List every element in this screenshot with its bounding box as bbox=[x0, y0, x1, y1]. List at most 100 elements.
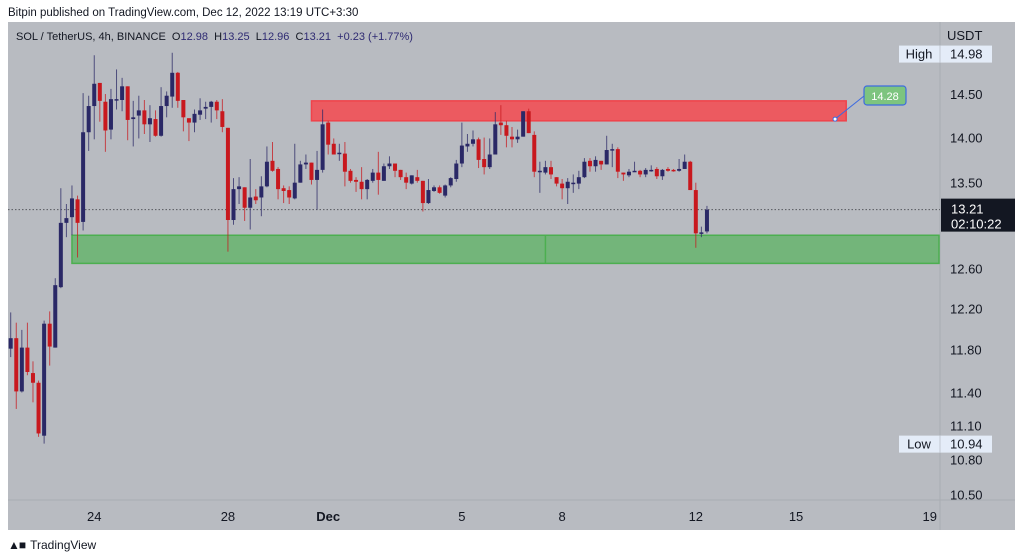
y-tick-label: 10.80 bbox=[950, 453, 983, 468]
candle-body bbox=[264, 161, 269, 187]
candle bbox=[175, 71, 180, 108]
candle bbox=[103, 94, 108, 152]
candle-body bbox=[53, 285, 58, 348]
candle-body bbox=[92, 83, 97, 107]
candle bbox=[615, 147, 620, 179]
candle bbox=[220, 99, 225, 133]
candle-body bbox=[198, 110, 203, 115]
candle bbox=[264, 146, 269, 188]
candle bbox=[548, 160, 553, 180]
candle-body bbox=[554, 177, 559, 184]
candle-body bbox=[454, 163, 459, 180]
callout-anchor-dot bbox=[832, 116, 838, 122]
candle-body bbox=[560, 183, 565, 189]
candle-body bbox=[220, 111, 225, 127]
y-tick-label: 11.40 bbox=[950, 386, 982, 401]
candle-body bbox=[370, 172, 375, 181]
candle bbox=[626, 168, 631, 178]
high-label: H bbox=[214, 31, 223, 43]
y-tick-label: 10.50 bbox=[950, 488, 983, 503]
candle-body bbox=[225, 127, 230, 221]
candle bbox=[331, 138, 336, 155]
candle-body bbox=[682, 161, 687, 169]
y-tick-label: 14.00 bbox=[950, 131, 983, 146]
candle bbox=[415, 169, 420, 183]
candle bbox=[315, 150, 320, 210]
close-label: C bbox=[295, 31, 304, 43]
close-value: 13.21 bbox=[303, 31, 332, 43]
candle-body bbox=[337, 152, 342, 155]
candle-body bbox=[320, 124, 325, 170]
candle bbox=[309, 162, 314, 185]
y-tick-label: 13.50 bbox=[950, 176, 983, 191]
high-value: 13.25 bbox=[222, 31, 250, 43]
candle bbox=[25, 322, 30, 376]
candle bbox=[521, 111, 526, 137]
candle bbox=[287, 186, 292, 205]
candle bbox=[47, 311, 52, 366]
candle bbox=[448, 177, 453, 188]
candle-body bbox=[476, 139, 481, 160]
candle bbox=[677, 159, 682, 172]
candle bbox=[649, 165, 654, 172]
footer-brand[interactable]: TradingView bbox=[30, 538, 97, 552]
candle-body bbox=[25, 347, 30, 372]
candle-body bbox=[315, 169, 320, 180]
candle-body bbox=[571, 182, 576, 185]
candle bbox=[432, 185, 437, 192]
low-tag-bg bbox=[899, 435, 992, 453]
low-label: L bbox=[255, 31, 262, 43]
candle bbox=[181, 100, 186, 132]
candle bbox=[359, 167, 364, 200]
candle-body bbox=[660, 169, 665, 177]
candle bbox=[526, 108, 531, 134]
candle-body bbox=[237, 186, 242, 190]
candle-body bbox=[147, 118, 152, 125]
candle-body bbox=[326, 122, 331, 145]
candle-body bbox=[186, 118, 191, 123]
candle-body bbox=[292, 182, 297, 199]
x-tick-label: 19 bbox=[923, 509, 937, 524]
callout-box bbox=[863, 85, 907, 106]
last-price-label: 13.21 bbox=[951, 202, 984, 217]
candle bbox=[237, 177, 242, 205]
candle bbox=[582, 158, 587, 179]
candle-body bbox=[548, 167, 553, 175]
candle-body bbox=[677, 168, 682, 171]
y-tick-label: 12.20 bbox=[950, 301, 983, 316]
candle-body bbox=[688, 161, 693, 191]
candle-body bbox=[331, 143, 336, 155]
candle-body bbox=[587, 160, 592, 167]
candle-body bbox=[142, 110, 147, 125]
candle-body bbox=[14, 338, 19, 392]
symbol-title[interactable]: SOL / TetherUS, 4h, BINANCE bbox=[16, 31, 166, 43]
candle bbox=[621, 172, 626, 181]
candle-body bbox=[448, 178, 453, 186]
callout-label: 14.28 bbox=[871, 91, 899, 103]
candle bbox=[114, 69, 119, 110]
candle-body bbox=[81, 132, 86, 222]
callout-line bbox=[834, 95, 865, 120]
x-tick-label: 28 bbox=[221, 509, 235, 524]
candle-body bbox=[626, 171, 631, 176]
candle bbox=[693, 182, 698, 248]
candle-body bbox=[404, 177, 409, 183]
candle bbox=[214, 100, 219, 120]
candle bbox=[231, 178, 236, 225]
candle-body bbox=[459, 145, 464, 164]
candle-body bbox=[649, 169, 654, 172]
candle bbox=[437, 185, 442, 194]
candle bbox=[147, 105, 152, 142]
candle-body bbox=[526, 111, 531, 134]
candle bbox=[354, 177, 359, 192]
candle-body bbox=[209, 101, 214, 107]
candle-body bbox=[487, 154, 492, 168]
candle-body bbox=[281, 188, 286, 191]
candle bbox=[398, 169, 403, 180]
candle bbox=[426, 179, 431, 205]
symbol-legend: SOL / TetherUS, 4h, BINANCE O12.98 H13.2… bbox=[16, 31, 413, 43]
candle-body bbox=[387, 163, 392, 167]
candle bbox=[576, 170, 581, 190]
candle bbox=[281, 185, 286, 204]
